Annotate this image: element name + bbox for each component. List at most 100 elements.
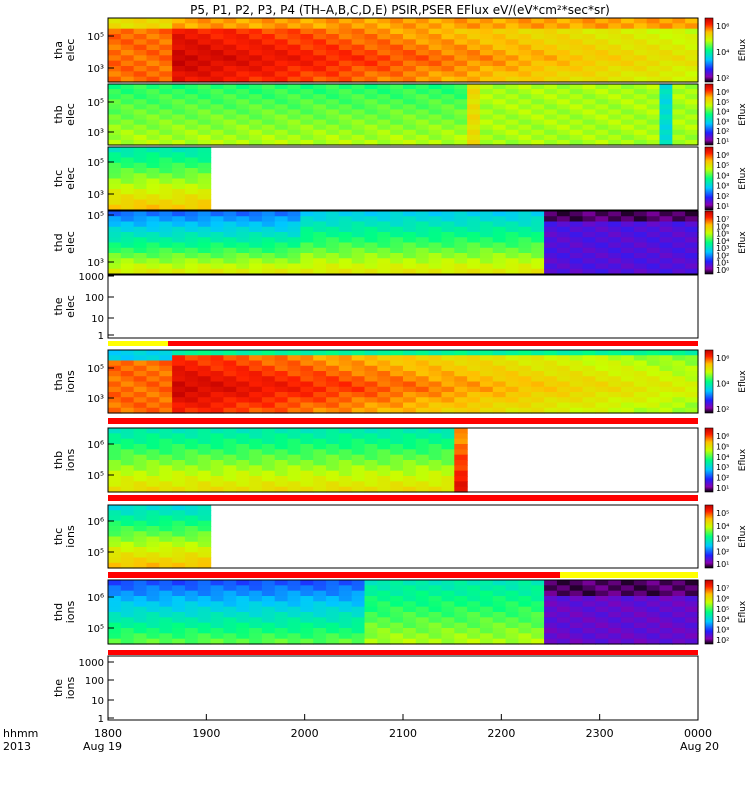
heatmap-cell: [556, 365, 571, 372]
heatmap-cell: [146, 622, 160, 629]
heatmap-cell: [338, 71, 353, 78]
heatmap-cell: [159, 612, 173, 618]
heatmap-cell: [146, 173, 160, 180]
heatmap-cell: [544, 397, 558, 404]
heatmap-cell: [326, 129, 340, 136]
colorbar: [704, 17, 714, 83]
heatmap-cell: [454, 428, 468, 434]
heatmap-cell: [633, 221, 648, 228]
heatmap-cell: [120, 28, 135, 35]
heatmap-cell: [172, 71, 186, 78]
heatmap-cell: [351, 242, 366, 249]
heatmap-cell: [313, 76, 327, 83]
heatmap-cell: [133, 407, 148, 414]
heatmap-cell: [108, 60, 122, 67]
heatmap-cell: [403, 76, 417, 83]
heatmap-cell: [621, 628, 635, 634]
heatmap-cell: [454, 232, 468, 238]
heatmap-cell: [108, 470, 122, 477]
heatmap-cell: [685, 89, 699, 95]
heatmap-cell: [659, 360, 673, 367]
panel-ylabel: thd: [52, 233, 65, 251]
heatmap-cell: [556, 139, 571, 146]
heatmap-cell: [210, 109, 225, 116]
heatmap-cell: [544, 402, 558, 409]
heatmap-cell: [454, 444, 468, 450]
heatmap-cell: [390, 139, 404, 146]
heatmap-cell: [120, 402, 135, 409]
heatmap-cell: [172, 178, 186, 185]
heatmap-cell: [685, 590, 699, 597]
heatmap-cell: [659, 350, 673, 356]
heatmap-cell: [133, 520, 148, 527]
heatmap-cell: [236, 221, 250, 228]
heatmap-cell: [415, 94, 430, 100]
heatmap-cell: [441, 39, 455, 46]
heatmap-cell: [441, 226, 455, 233]
heatmap-cell: [544, 376, 558, 383]
heatmap-cell: [518, 119, 532, 126]
heatmap-cell: [672, 386, 686, 393]
heatmap-cell: [595, 612, 609, 618]
heatmap-cell: [454, 376, 468, 383]
heatmap-cell: [685, 129, 699, 136]
heatmap-cell: [146, 596, 160, 602]
heatmap-cell: [672, 134, 686, 141]
heatmap-cell: [454, 601, 468, 608]
heatmap-cell: [403, 633, 417, 640]
heatmap-cell: [338, 34, 353, 40]
heatmap-cell: [120, 84, 135, 90]
colorbar-tick: 10⁶: [716, 594, 729, 603]
heatmap-cell: [633, 376, 648, 383]
heatmap-cell: [261, 89, 276, 95]
heatmap-cell: [210, 433, 225, 440]
heatmap-cell: [146, 226, 160, 233]
heatmap-cell: [351, 433, 366, 440]
heatmap-cell: [633, 628, 648, 634]
heatmap-cell: [646, 50, 661, 56]
heatmap-cell: [133, 28, 148, 35]
heatmap-cell: [184, 258, 199, 265]
heatmap-cell: [274, 386, 289, 393]
heatmap-cell: [492, 28, 507, 35]
heatmap-cell: [633, 590, 648, 597]
heatmap-cell: [454, 355, 468, 362]
heatmap-cell: [633, 237, 648, 244]
heatmap-cell: [505, 99, 520, 105]
heatmap-cell: [403, 355, 417, 362]
heatmap-cell: [287, 601, 301, 608]
heatmap-cell: [313, 465, 327, 472]
heatmap-cell: [467, 39, 481, 46]
time-axis-row2-label: 2013: [3, 740, 31, 753]
heatmap-cell: [146, 585, 160, 592]
colorbar-tick: 10⁴: [716, 108, 729, 117]
heatmap-cell: [236, 216, 250, 223]
heatmap-cell: [582, 114, 596, 121]
heatmap-cell: [569, 211, 584, 217]
heatmap-cell: [492, 211, 507, 217]
heatmap-cell: [595, 84, 609, 90]
heatmap-cell: [120, 94, 135, 100]
heatmap-cell: [236, 376, 250, 383]
heatmap-cell: [300, 376, 314, 383]
heatmap-cell: [351, 124, 366, 131]
heatmap-cell: [351, 221, 366, 228]
heatmap-cell: [428, 84, 443, 90]
heatmap-cell: [441, 476, 455, 482]
heatmap-cell: [120, 247, 135, 254]
panel-ylabel: the: [52, 679, 65, 697]
heatmap-cell: [364, 402, 378, 409]
heatmap-cell: [120, 454, 135, 461]
heatmap-cell: [621, 612, 635, 618]
heatmap-cell: [467, 242, 481, 249]
heatmap-cell: [377, 76, 391, 83]
heatmap-cell: [351, 470, 366, 477]
heatmap-cell: [479, 386, 494, 393]
heatmap-cell: [492, 268, 507, 275]
heatmap-cell: [197, 526, 212, 532]
heatmap-cell: [569, 638, 584, 645]
heatmap-cell: [287, 444, 301, 450]
heatmap-cell: [441, 601, 455, 608]
heatmap-cell: [621, 392, 635, 398]
